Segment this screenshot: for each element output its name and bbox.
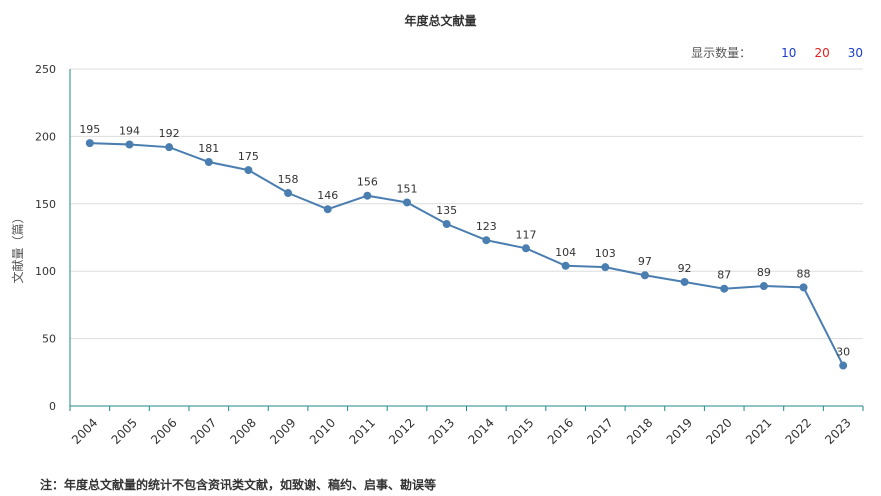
data-label: 123 <box>476 220 497 233</box>
data-point <box>601 263 610 272</box>
display-count-option-20[interactable]: 20 <box>814 45 830 60</box>
data-point <box>759 282 768 291</box>
x-tick-label: 2021 <box>743 416 774 447</box>
series-line <box>89 142 845 367</box>
x-tick-label: 2008 <box>228 416 259 447</box>
data-point <box>640 271 649 280</box>
x-tick-label: 2009 <box>267 416 298 447</box>
y-tick-label: 150 <box>35 198 56 211</box>
display-count-label: 显示数量： <box>691 46 752 60</box>
data-point <box>204 158 213 167</box>
data-point <box>85 139 94 148</box>
footnote: 注：年度总文献量的统计不包含资讯类文献，如致谢、稿约、启事、勘误等 <box>40 478 437 492</box>
data-point <box>363 191 372 200</box>
y-axis-title: 文献量（篇） <box>10 211 25 283</box>
line-chart: 0 50 100 150 200 250 2004 2005 2006 2007 2008 2009 2… <box>10 63 864 447</box>
y-tick-label: 50 <box>42 333 56 346</box>
display-count-option-30[interactable]: 30 <box>847 45 863 60</box>
data-point <box>442 220 451 229</box>
data-point <box>323 205 332 214</box>
y-tick-label: 100 <box>35 265 56 278</box>
data-point <box>284 189 293 198</box>
data-point <box>799 283 808 292</box>
x-tick-label: 2011 <box>346 416 377 447</box>
data-point <box>244 166 253 175</box>
data-label: 194 <box>119 124 140 137</box>
data-point <box>403 198 412 207</box>
data-point <box>561 261 570 270</box>
data-label: 103 <box>595 247 616 260</box>
y-tick-label: 200 <box>35 130 56 143</box>
display-count-option-10[interactable]: 10 <box>781 45 797 60</box>
data-point <box>482 236 491 245</box>
display-count-selector: 显示数量： 10 20 30 <box>691 44 863 61</box>
x-tick-label: 2004 <box>69 416 100 447</box>
data-point <box>521 244 530 253</box>
x-tick-label: 2007 <box>188 416 219 447</box>
data-point <box>720 284 729 293</box>
data-label: 88 <box>797 267 811 280</box>
data-label: 92 <box>678 262 692 275</box>
y-tick-label: 250 <box>35 63 56 76</box>
x-tick-label: 2016 <box>545 416 576 447</box>
data-point <box>125 140 134 149</box>
x-tick-label: 2023 <box>822 416 853 447</box>
x-tick-label: 2006 <box>148 416 179 447</box>
data-label: 158 <box>278 173 299 186</box>
data-label: 135 <box>436 204 457 217</box>
data-label: 97 <box>638 255 652 268</box>
data-label: 30 <box>836 346 850 359</box>
data-label: 89 <box>757 266 771 279</box>
data-label: 192 <box>159 127 180 140</box>
x-tick-label: 2017 <box>584 416 615 447</box>
data-label: 87 <box>717 269 731 282</box>
data-label: 195 <box>79 123 100 136</box>
x-tick-label: 2022 <box>783 416 814 447</box>
data-label: 181 <box>198 142 219 155</box>
x-tick-label: 2010 <box>307 416 338 447</box>
x-tick-label: 2012 <box>386 416 417 447</box>
data-point <box>839 361 848 370</box>
data-label: 151 <box>397 182 418 195</box>
y-tick-label: 0 <box>49 400 56 413</box>
x-tick-label: 2019 <box>664 416 695 447</box>
data-label: 104 <box>555 246 576 259</box>
data-label: 156 <box>357 176 378 189</box>
data-label: 175 <box>238 150 259 163</box>
data-point <box>680 277 689 286</box>
x-tick-label: 2020 <box>703 416 734 447</box>
data-label: 117 <box>515 228 536 241</box>
data-label: 146 <box>317 189 338 202</box>
chart-title: 年度总文献量 <box>404 14 477 28</box>
x-tick-label: 2005 <box>109 416 140 447</box>
x-tick-label: 2014 <box>465 416 496 447</box>
x-tick-label: 2015 <box>505 416 536 447</box>
data-point <box>165 143 174 152</box>
x-tick-label: 2018 <box>624 416 655 447</box>
x-tick-label: 2013 <box>426 416 457 447</box>
